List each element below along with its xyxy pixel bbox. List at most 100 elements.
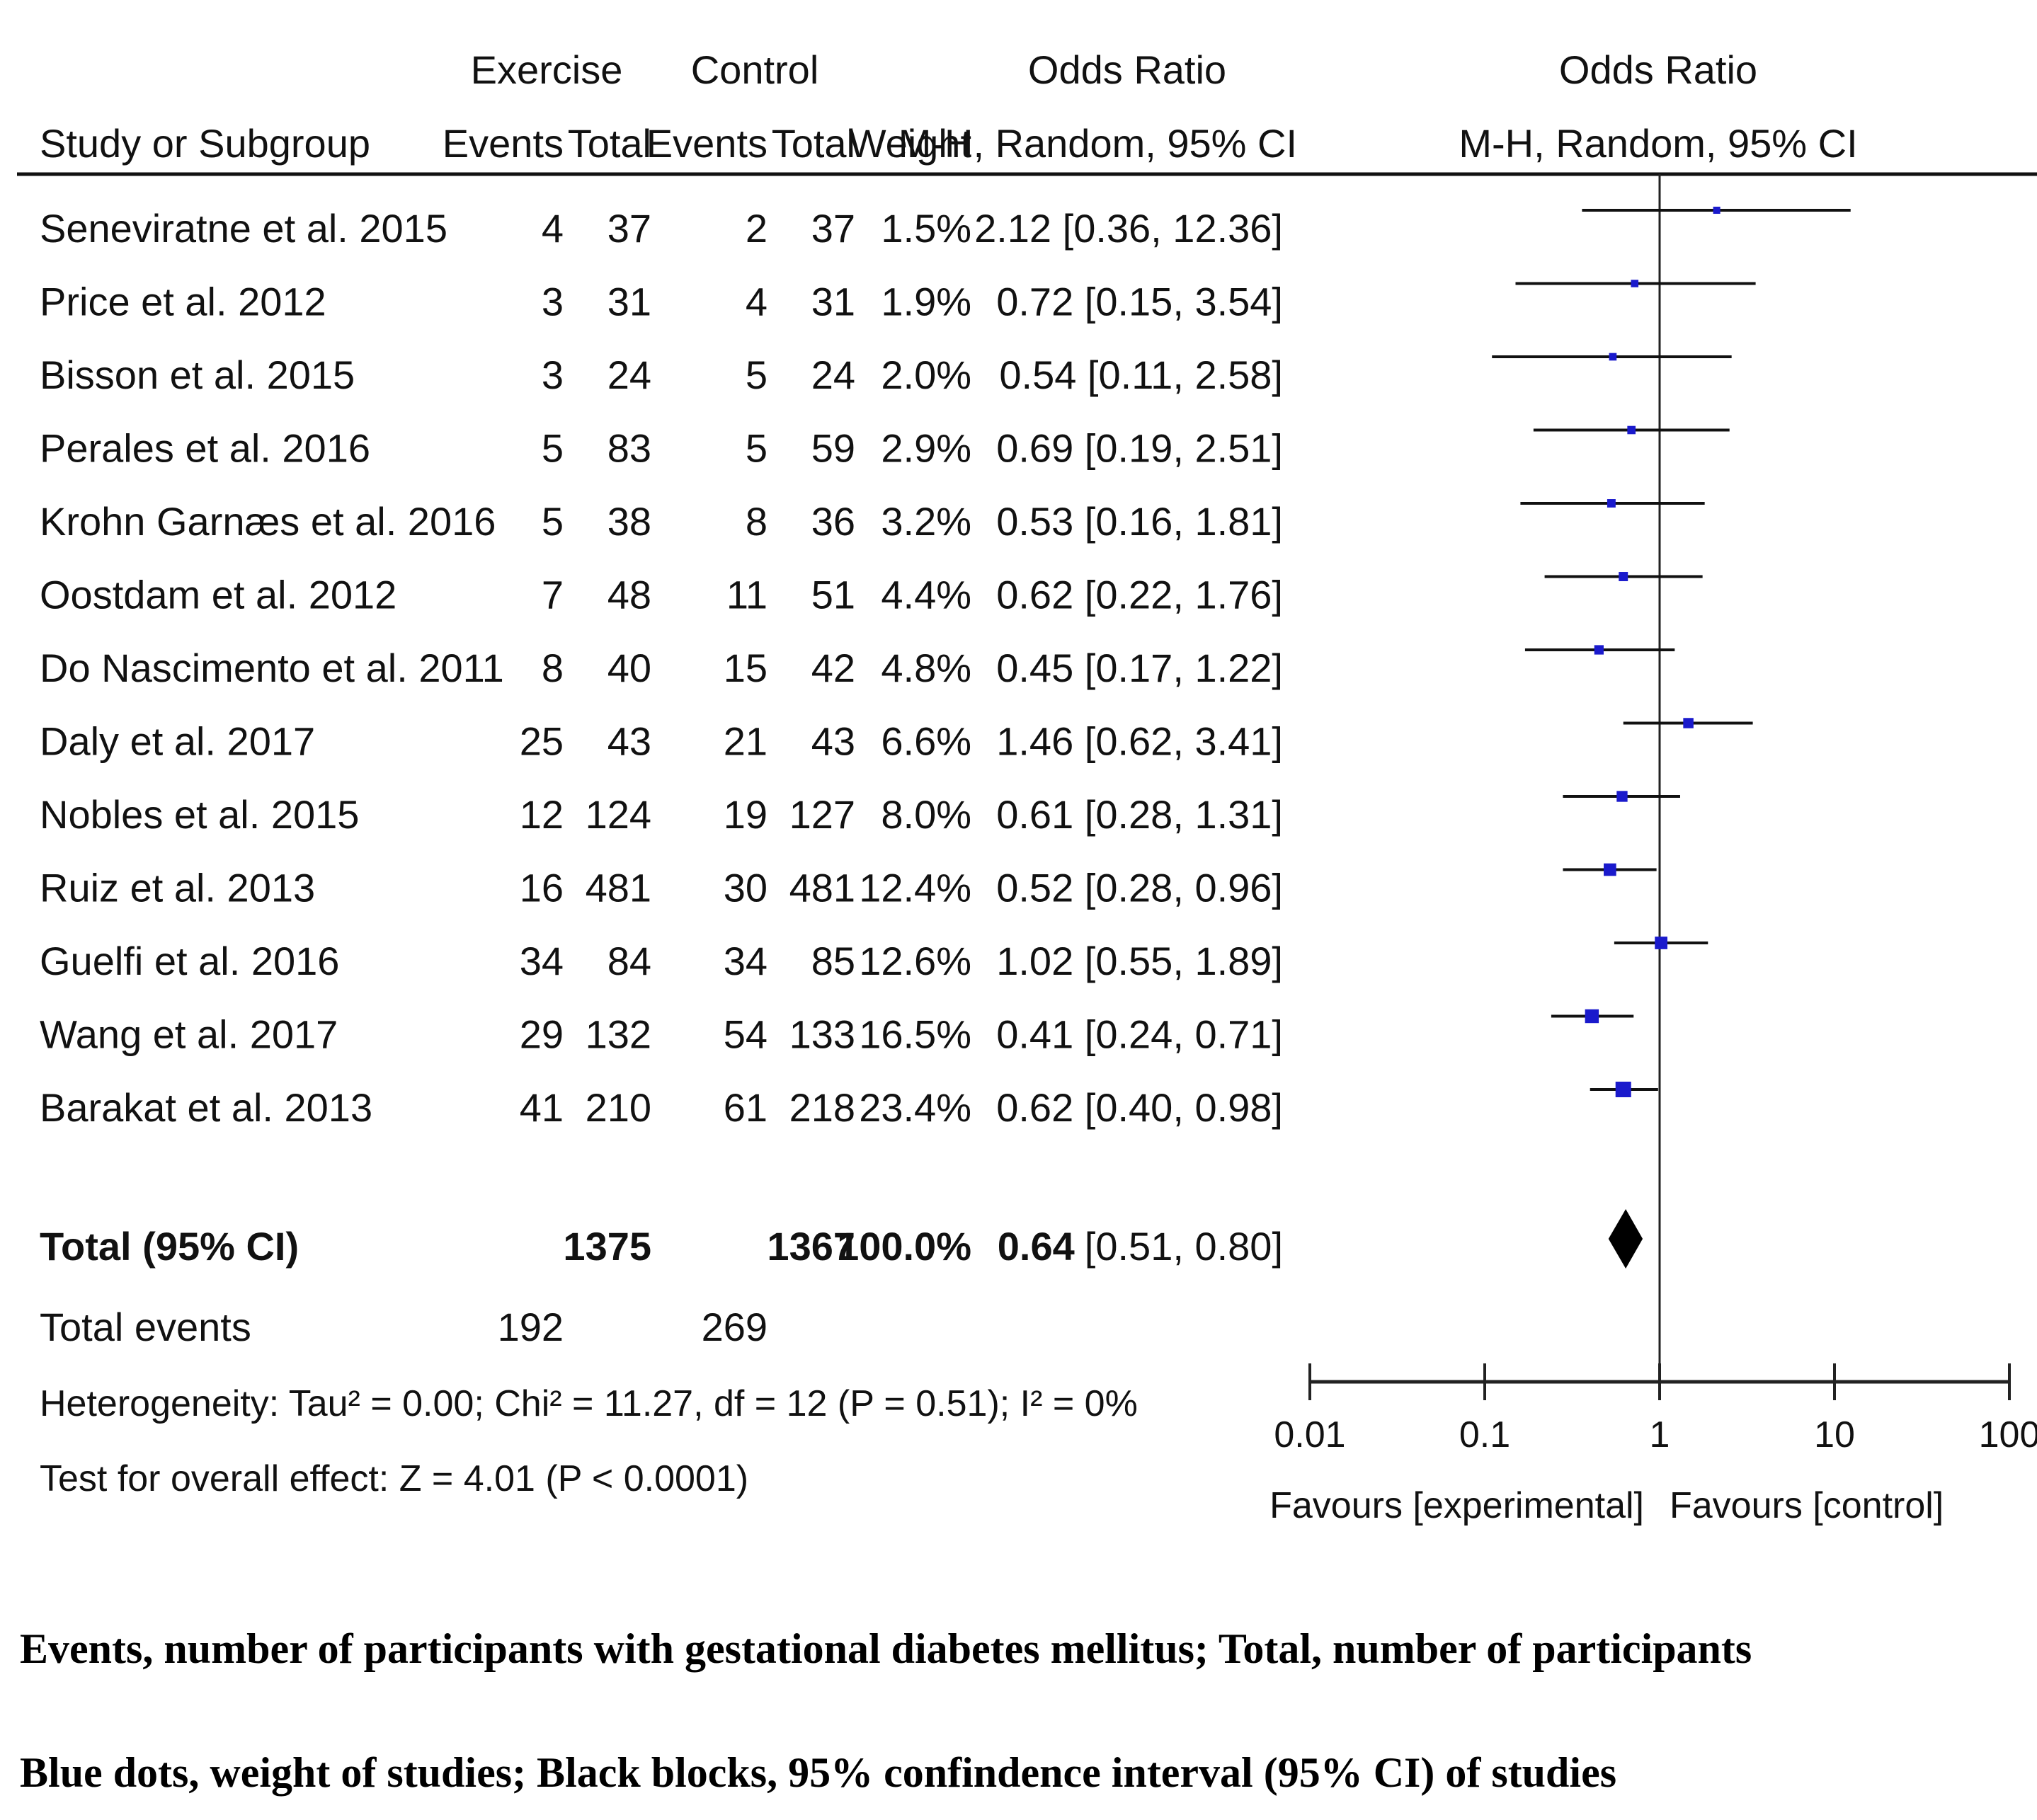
study-name: Perales et al. 2016: [40, 426, 370, 471]
control-events: 30: [724, 866, 768, 910]
study-odds-ratio: 0.62 [0.40, 0.98]: [996, 1085, 1283, 1130]
exercise-total: 31: [607, 280, 651, 324]
x-tick-label: 0.1: [1459, 1414, 1510, 1455]
control-total: 31: [811, 280, 855, 324]
study-marker: [1604, 863, 1616, 876]
control-events: 4: [746, 280, 768, 324]
total-or-range: [0.51, 0.80]: [1085, 1224, 1283, 1269]
study-marker: [1585, 1009, 1599, 1024]
study-name: Ruiz et al. 2013: [40, 866, 315, 910]
study-marker: [1619, 572, 1628, 581]
total-exercise-events: 192: [498, 1305, 564, 1349]
odds-ratio-plot-header: Odds Ratio: [1559, 47, 1757, 92]
study-odds-ratio: 1.46 [0.62, 3.41]: [996, 719, 1283, 764]
method-table-header: M-H, Random, 95% CI: [898, 121, 1297, 166]
table-row: Guelfi et al. 2016 34 84 34 85 12.6% 1.02 [0.5…: [40, 939, 1283, 983]
study-weight: 23.4%: [859, 1085, 971, 1130]
exercise-events: 3: [542, 280, 564, 324]
control-total: 51: [811, 573, 855, 617]
control-events: 61: [724, 1085, 768, 1130]
control-events: 5: [746, 353, 768, 397]
exercise-total: 43: [607, 719, 651, 764]
study-weight: 6.6%: [881, 719, 971, 764]
study-odds-ratio: 0.54 [0.11, 2.58]: [999, 353, 1283, 397]
table-row: Wang et al. 2017 29 132 54 133 16.5% 0.41 [0.2…: [40, 1012, 1283, 1057]
exercise-events: 3: [542, 353, 564, 397]
exercise-events: 34: [520, 939, 564, 983]
control-events: 34: [724, 939, 768, 983]
control-events: 11: [726, 573, 768, 617]
study-odds-ratio: 0.45 [0.17, 1.22]: [996, 646, 1283, 690]
total-events-label: Total events: [40, 1305, 251, 1349]
table-row: Oostdam et al. 2012 7 48 11 51 4.4% 0.62 [0.22…: [40, 573, 1283, 617]
study-rows: Seneviratne et al. 2015 4 37 2 37 1.5% 2.12 [0…: [40, 206, 1283, 1130]
study-odds-ratio: 0.61 [0.28, 1.31]: [996, 792, 1283, 837]
exercise-events: 29: [520, 1012, 564, 1057]
study-weight: 1.5%: [881, 206, 971, 251]
control-total: 85: [811, 939, 855, 983]
study-name: Wang et al. 2017: [40, 1012, 338, 1057]
table-row: Perales et al. 2016 5 83 5 59 2.9% 0.69 [0.19,…: [40, 426, 1283, 471]
table-row: Barakat et al. 2013 41 210 61 218 23.4% 0.62 […: [40, 1085, 1283, 1130]
control-total: 24: [811, 353, 855, 397]
study-weight: 4.8%: [881, 646, 971, 690]
exercise-events: 12: [520, 792, 564, 837]
odds-ratio-table-header: Odds Ratio: [1028, 47, 1226, 92]
control-events: 15: [724, 646, 768, 690]
study-odds-ratio: 0.62 [0.22, 1.76]: [996, 573, 1283, 617]
exercise-total: 48: [607, 573, 651, 617]
study-weight: 3.2%: [881, 499, 971, 544]
study-name: Price et al. 2012: [40, 280, 326, 324]
exercise-events-header: Events: [443, 121, 564, 166]
study-marker: [1609, 353, 1617, 361]
exercise-events: 5: [542, 426, 564, 471]
exercise-total: 84: [607, 939, 651, 983]
control-total: 481: [789, 866, 855, 910]
caption-line-1: Events, number of participants with gest…: [20, 1625, 1752, 1672]
study-marker: [1607, 499, 1616, 508]
study-name: Barakat et al. 2013: [40, 1085, 372, 1130]
x-tick-label: 0.01: [1274, 1414, 1345, 1455]
exercise-total: 38: [607, 499, 651, 544]
control-events: 19: [724, 792, 768, 837]
study-odds-ratio: 0.41 [0.24, 0.71]: [996, 1012, 1283, 1057]
study-name: Guelfi et al. 2016: [40, 939, 339, 983]
study-name: Daly et al. 2017: [40, 719, 315, 764]
control-events: 8: [746, 499, 768, 544]
pooled-diamond: [1608, 1209, 1643, 1269]
exercise-events: 41: [520, 1085, 564, 1130]
exercise-events: 5: [542, 499, 564, 544]
control-total: 59: [811, 426, 855, 471]
study-weight: 2.9%: [881, 426, 971, 471]
study-marker: [1713, 206, 1721, 214]
study-name: Krohn Garnæs et al. 2016: [40, 499, 496, 544]
control-total: 127: [789, 792, 855, 837]
x-axis: 0.01 0.1 1 10 100: [1274, 1363, 2037, 1455]
exercise-total: 481: [586, 866, 651, 910]
total-control-participants: 1367: [767, 1224, 855, 1269]
total-label: Total (95% CI): [40, 1224, 299, 1269]
study-marker: [1655, 937, 1667, 949]
exercise-total-header: Total: [568, 121, 651, 166]
table-row: Ruiz et al. 2013 16 481 30 481 12.4% 0.52 [0.2…: [40, 866, 1283, 910]
total-weight: 100.0%: [837, 1224, 971, 1269]
table-row: Daly et al. 2017 25 43 21 43 6.6% 1.46 [0.62, …: [40, 719, 1283, 764]
study-name: Bisson et al. 2015: [40, 353, 355, 397]
control-events: 21: [724, 719, 768, 764]
study-name: Do Nascimento et al. 2011: [40, 646, 504, 690]
overall-effect-text: Test for overall effect: Z = 4.01 (P < 0…: [40, 1458, 748, 1499]
study-name: Seneviratne et al. 2015: [40, 206, 447, 251]
caption-line-2: Blue dots, weight of studies; Black bloc…: [20, 1749, 1617, 1796]
control-total: 43: [811, 719, 855, 764]
total-odds-ratio: 0.64 [0.51, 0.80]: [998, 1224, 1283, 1269]
heterogeneity-text: Heterogeneity: Tau² = 0.00; Chi² = 11.27…: [40, 1383, 1138, 1424]
total-exercise-participants: 1375: [563, 1224, 651, 1269]
exercise-group-header: Exercise: [471, 47, 623, 92]
method-plot-header: M-H, Random, 95% CI: [1459, 121, 1857, 166]
x-tick-label: 100: [1979, 1414, 2037, 1455]
total-or-value: 0.64: [998, 1224, 1075, 1269]
study-weight: 12.4%: [859, 866, 971, 910]
total-control-events: 269: [702, 1305, 768, 1349]
study-weight: 12.6%: [859, 939, 971, 983]
table-row: Price et al. 2012 3 31 4 31 1.9% 0.72 [0.15, 3…: [40, 280, 1283, 324]
